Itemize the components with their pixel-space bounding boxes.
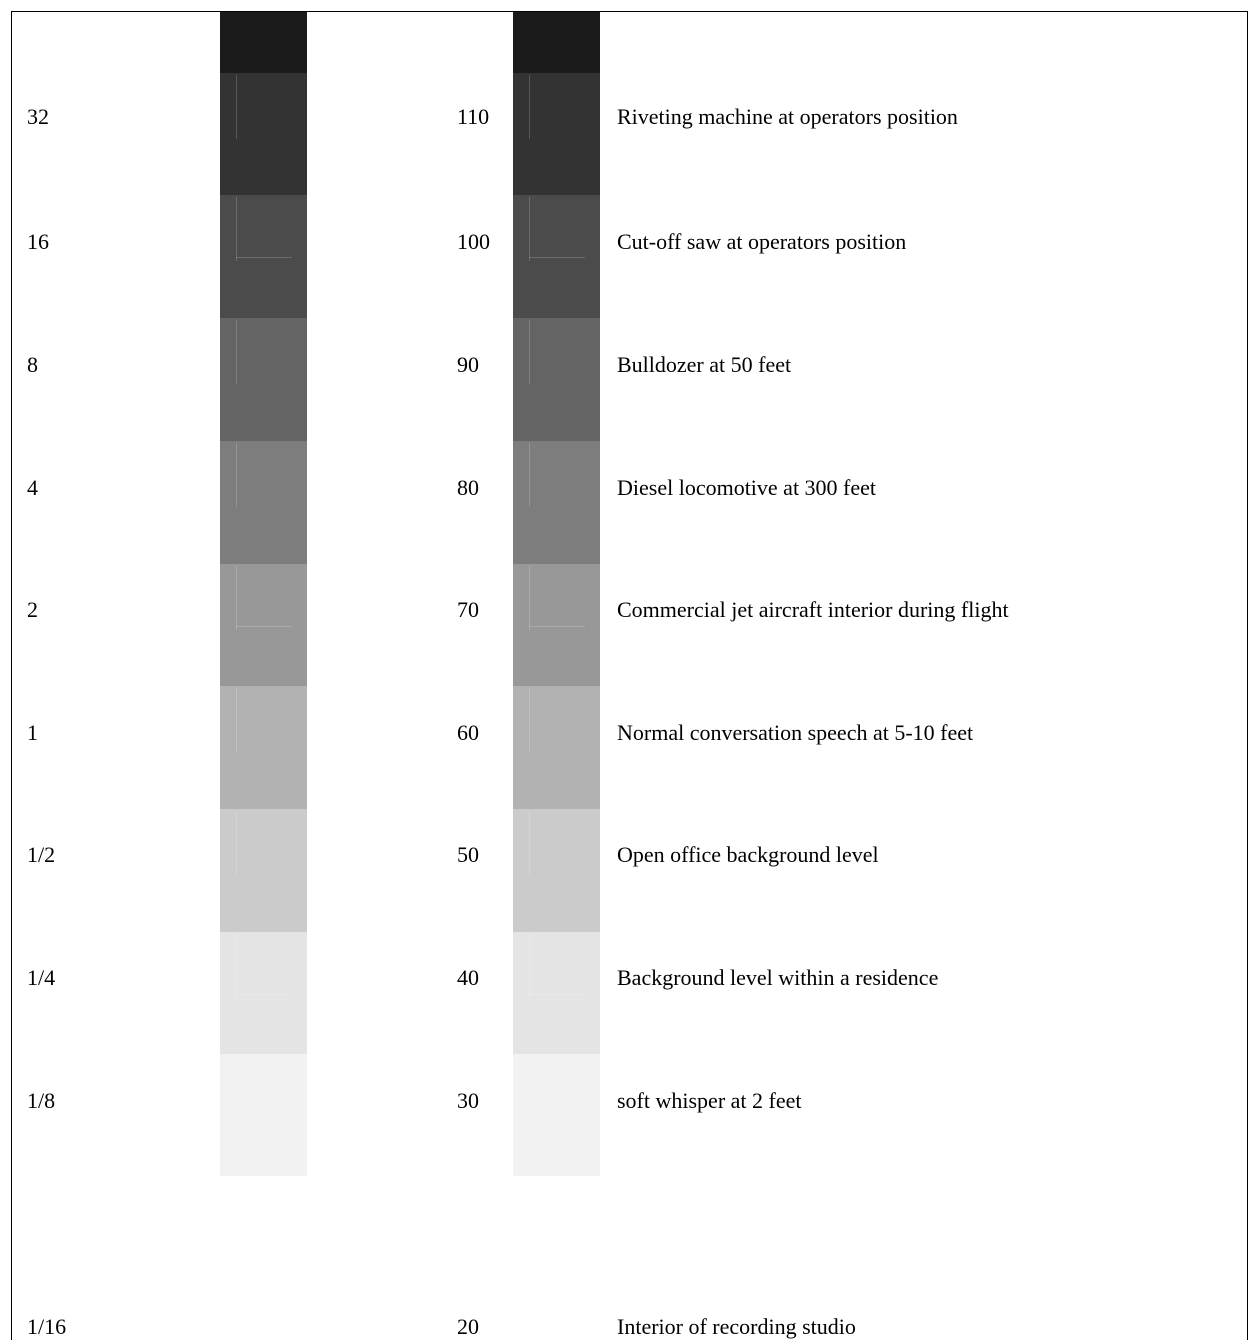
db-bar-segment-accent: [529, 994, 585, 995]
ratio-bar-segment-accent: [236, 811, 237, 875]
noise-source-label: Riveting machine at operators position: [617, 104, 958, 129]
db-bar-segment: [513, 686, 600, 809]
noise-source-label: Open office background level: [617, 842, 879, 867]
loudness-ratio-label: 1: [27, 720, 38, 745]
ratio-bar-segment-accent: [236, 257, 292, 258]
ratio-bar-segment: [220, 809, 307, 932]
db-bar-segment-accent: [529, 811, 530, 875]
db-bar-segment: [513, 564, 600, 686]
noise-source-label: Commercial jet aircraft interior during …: [617, 597, 1009, 622]
decibel-label: 50: [457, 842, 479, 867]
ratio-bar-segment-accent: [236, 443, 237, 507]
db-bar-segment: [513, 932, 600, 1054]
db-bar-segment-accent: [529, 566, 530, 630]
noise-source-label: Background level within a residence: [617, 965, 939, 990]
ratio-bar-segment: [220, 564, 307, 686]
db-bar-segment-accent: [529, 257, 585, 258]
noise-source-label: Cut-off saw at operators position: [617, 229, 907, 254]
ratio-bar-segment: [220, 686, 307, 809]
decibel-label: 100: [457, 229, 490, 254]
ratio-bar-segment-accent: [236, 626, 292, 627]
ratio-bar-segment: [220, 73, 307, 195]
db-bar-segment: [513, 195, 600, 318]
loudness-ratio-label: 16: [27, 229, 49, 254]
decibel-label: 70: [457, 597, 479, 622]
ratio-bar-segment-accent: [236, 1056, 237, 1120]
ratio-bar-segment-accent: [236, 75, 237, 139]
diagram-frame: [11, 11, 1248, 1340]
noise-source-label: Diesel locomotive at 300 feet: [617, 475, 877, 500]
ratio-bar-segment-accent: [236, 688, 237, 752]
db-bar-segment: [513, 809, 600, 932]
db-bar-segment: [513, 1054, 600, 1176]
noise-source-label: Normal conversation speech at 5-10 feet: [617, 720, 974, 745]
db-bar-segment-accent: [529, 934, 530, 998]
db-bar-segment: [513, 318, 600, 441]
ratio-bar-segment: [220, 1054, 307, 1176]
loudness-ratio-label: 1/16: [27, 1314, 67, 1339]
loudness-ratio-label: 1/2: [27, 842, 56, 867]
decibel-label: 60: [457, 720, 479, 745]
noise-source-label: soft whisper at 2 feet: [617, 1088, 802, 1113]
loudness-ratio-label: 1/8: [27, 1088, 56, 1113]
db-bar-segment: [513, 441, 600, 564]
ratio-bar-segment-accent: [236, 934, 237, 998]
noise-source-label: Interior of recording studio: [617, 1314, 856, 1339]
decibel-label: 110: [457, 104, 490, 129]
db-bar-segment: [513, 73, 600, 195]
db-bar-segment-accent: [529, 197, 530, 261]
db-bar-segment-accent: [529, 626, 585, 627]
ratio-bar-segment-accent: [236, 197, 237, 261]
loudness-ratio-label: 32: [27, 104, 49, 129]
db-bar-segment-accent: [529, 75, 530, 139]
ratio-bar-segment-accent: [236, 320, 237, 384]
ratio-bar-segment-accent: [236, 994, 292, 995]
ratio-bar-segment-accent: [236, 566, 237, 630]
ratio-bar-segment: [220, 195, 307, 318]
decibel-label: 80: [457, 475, 479, 500]
decibel-label: 30: [457, 1088, 479, 1113]
db-bar-segment-accent: [529, 443, 530, 507]
loudness-ratio-label: 1/4: [27, 965, 56, 990]
loudness-ratio-label: 4: [27, 475, 38, 500]
loudness-ratio-label: 2: [27, 597, 38, 622]
ratio-bar-segment: [220, 318, 307, 441]
db-bar-segment: [513, 12, 600, 73]
noise-source-label: Bulldozer at 50 feet: [617, 352, 792, 377]
loudness-ratio-label: 8: [27, 352, 38, 377]
db-bar-segment-accent: [529, 688, 530, 752]
db-bar-segment-accent: [529, 320, 530, 384]
ratio-bar-segment: [220, 932, 307, 1054]
decibel-label: 20: [457, 1314, 479, 1339]
db-bar-segment-accent: [529, 1056, 530, 1120]
ratio-bar-segment: [220, 441, 307, 564]
decibel-label: 90: [457, 352, 479, 377]
decibel-label: 40: [457, 965, 479, 990]
ratio-bar-segment: [220, 12, 307, 73]
